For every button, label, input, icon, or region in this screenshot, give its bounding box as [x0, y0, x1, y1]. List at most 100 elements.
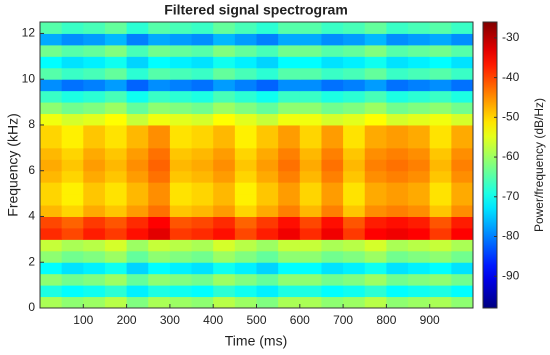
- heat-cell: [321, 239, 344, 252]
- heat-cell: [364, 182, 387, 195]
- heat-cell: [364, 33, 387, 46]
- heat-cell: [278, 273, 301, 286]
- heat-cell: [213, 170, 236, 183]
- heat-cell: [148, 193, 171, 206]
- heat-cell: [104, 44, 128, 57]
- heat-cell: [278, 22, 301, 34]
- x-tick-label: 900: [420, 313, 440, 327]
- heat-cell: [213, 296, 236, 309]
- heat-cell: [256, 136, 279, 149]
- heat-cell: [278, 170, 301, 183]
- heat-cell: [169, 216, 193, 229]
- heat-cell: [429, 44, 452, 57]
- heat-cell: [234, 90, 257, 103]
- heat-cell: [364, 102, 387, 115]
- heat-cell: [40, 262, 63, 275]
- heat-cell: [191, 102, 214, 115]
- heat-cell: [299, 296, 322, 309]
- heat-cell: [126, 124, 149, 137]
- heat-cell: [343, 136, 366, 149]
- heat-cell: [234, 170, 257, 183]
- heat-cell: [83, 182, 106, 195]
- heat-cell: [191, 113, 214, 126]
- heat-cell: [40, 159, 63, 172]
- heat-cell: [343, 124, 366, 137]
- heat-cell: [364, 205, 387, 217]
- heat-cell: [40, 182, 63, 195]
- heat-cell: [126, 262, 149, 275]
- heat-cell: [61, 79, 84, 92]
- heat-cell: [386, 102, 409, 115]
- heat-cell: [61, 285, 84, 298]
- heat-cell: [191, 239, 214, 252]
- heat-cell: [278, 33, 301, 46]
- heat-cell: [386, 262, 409, 275]
- heat-cell: [429, 90, 452, 103]
- heat-cell: [83, 262, 106, 275]
- heat-cell: [148, 250, 171, 263]
- heat-cell: [386, 90, 409, 103]
- heat-cell: [386, 216, 409, 229]
- x-tick-label: 800: [376, 313, 396, 327]
- heat-cell: [408, 56, 431, 69]
- heat-cell: [364, 124, 387, 137]
- heat-cell: [451, 113, 474, 126]
- heat-cell: [408, 67, 431, 80]
- heat-cell: [104, 136, 128, 149]
- heat-cell: [299, 159, 322, 172]
- heat-cell: [234, 79, 257, 92]
- heat-cell: [343, 22, 366, 34]
- heat-cell: [408, 170, 431, 183]
- heat-cell: [213, 79, 236, 92]
- heat-cell: [408, 22, 431, 34]
- heat-cell: [234, 44, 257, 57]
- heat-cell: [104, 205, 128, 217]
- heat-cell: [234, 113, 257, 126]
- x-tick-label: 300: [160, 313, 180, 327]
- heat-cell: [256, 102, 279, 115]
- heat-cell: [148, 227, 171, 240]
- heat-cell: [429, 205, 452, 217]
- heat-cell: [213, 90, 236, 103]
- heat-cell: [343, 250, 366, 263]
- heat-cell: [429, 136, 452, 149]
- heat-cell: [451, 170, 474, 183]
- heat-cell: [213, 262, 236, 275]
- heat-cell: [408, 250, 431, 263]
- heat-cell: [386, 22, 409, 34]
- heat-cell: [386, 147, 409, 160]
- heat-cell: [104, 170, 128, 183]
- heat-cell: [299, 44, 322, 57]
- heat-cell: [364, 216, 387, 229]
- heat-cell: [40, 90, 63, 103]
- heat-cell: [278, 262, 301, 275]
- heat-cell: [386, 182, 409, 195]
- heat-cell: [364, 262, 387, 275]
- heat-cell: [126, 216, 149, 229]
- heat-cell: [83, 239, 106, 252]
- heat-cell: [256, 205, 279, 217]
- heat-cell: [169, 136, 193, 149]
- heat-cell: [451, 296, 474, 309]
- heat-cell: [213, 193, 236, 206]
- heat-cell: [126, 44, 149, 57]
- heat-cell: [408, 79, 431, 92]
- heat-cell: [321, 262, 344, 275]
- heat-cell: [451, 205, 474, 217]
- heat-cell: [256, 147, 279, 160]
- heat-cell: [83, 250, 106, 263]
- heat-cell: [451, 273, 474, 286]
- y-tick-label: 0: [28, 300, 35, 314]
- heat-cell: [364, 147, 387, 160]
- heat-cell: [451, 182, 474, 195]
- heat-cell: [408, 136, 431, 149]
- heat-cell: [408, 44, 431, 57]
- heat-cell: [278, 193, 301, 206]
- heat-cell: [386, 205, 409, 217]
- heat-cell: [234, 56, 257, 69]
- heat-cell: [256, 262, 279, 275]
- heat-cell: [148, 67, 171, 80]
- heat-cell: [386, 159, 409, 172]
- heat-cell: [451, 90, 474, 103]
- y-tick-label: 6: [28, 163, 35, 177]
